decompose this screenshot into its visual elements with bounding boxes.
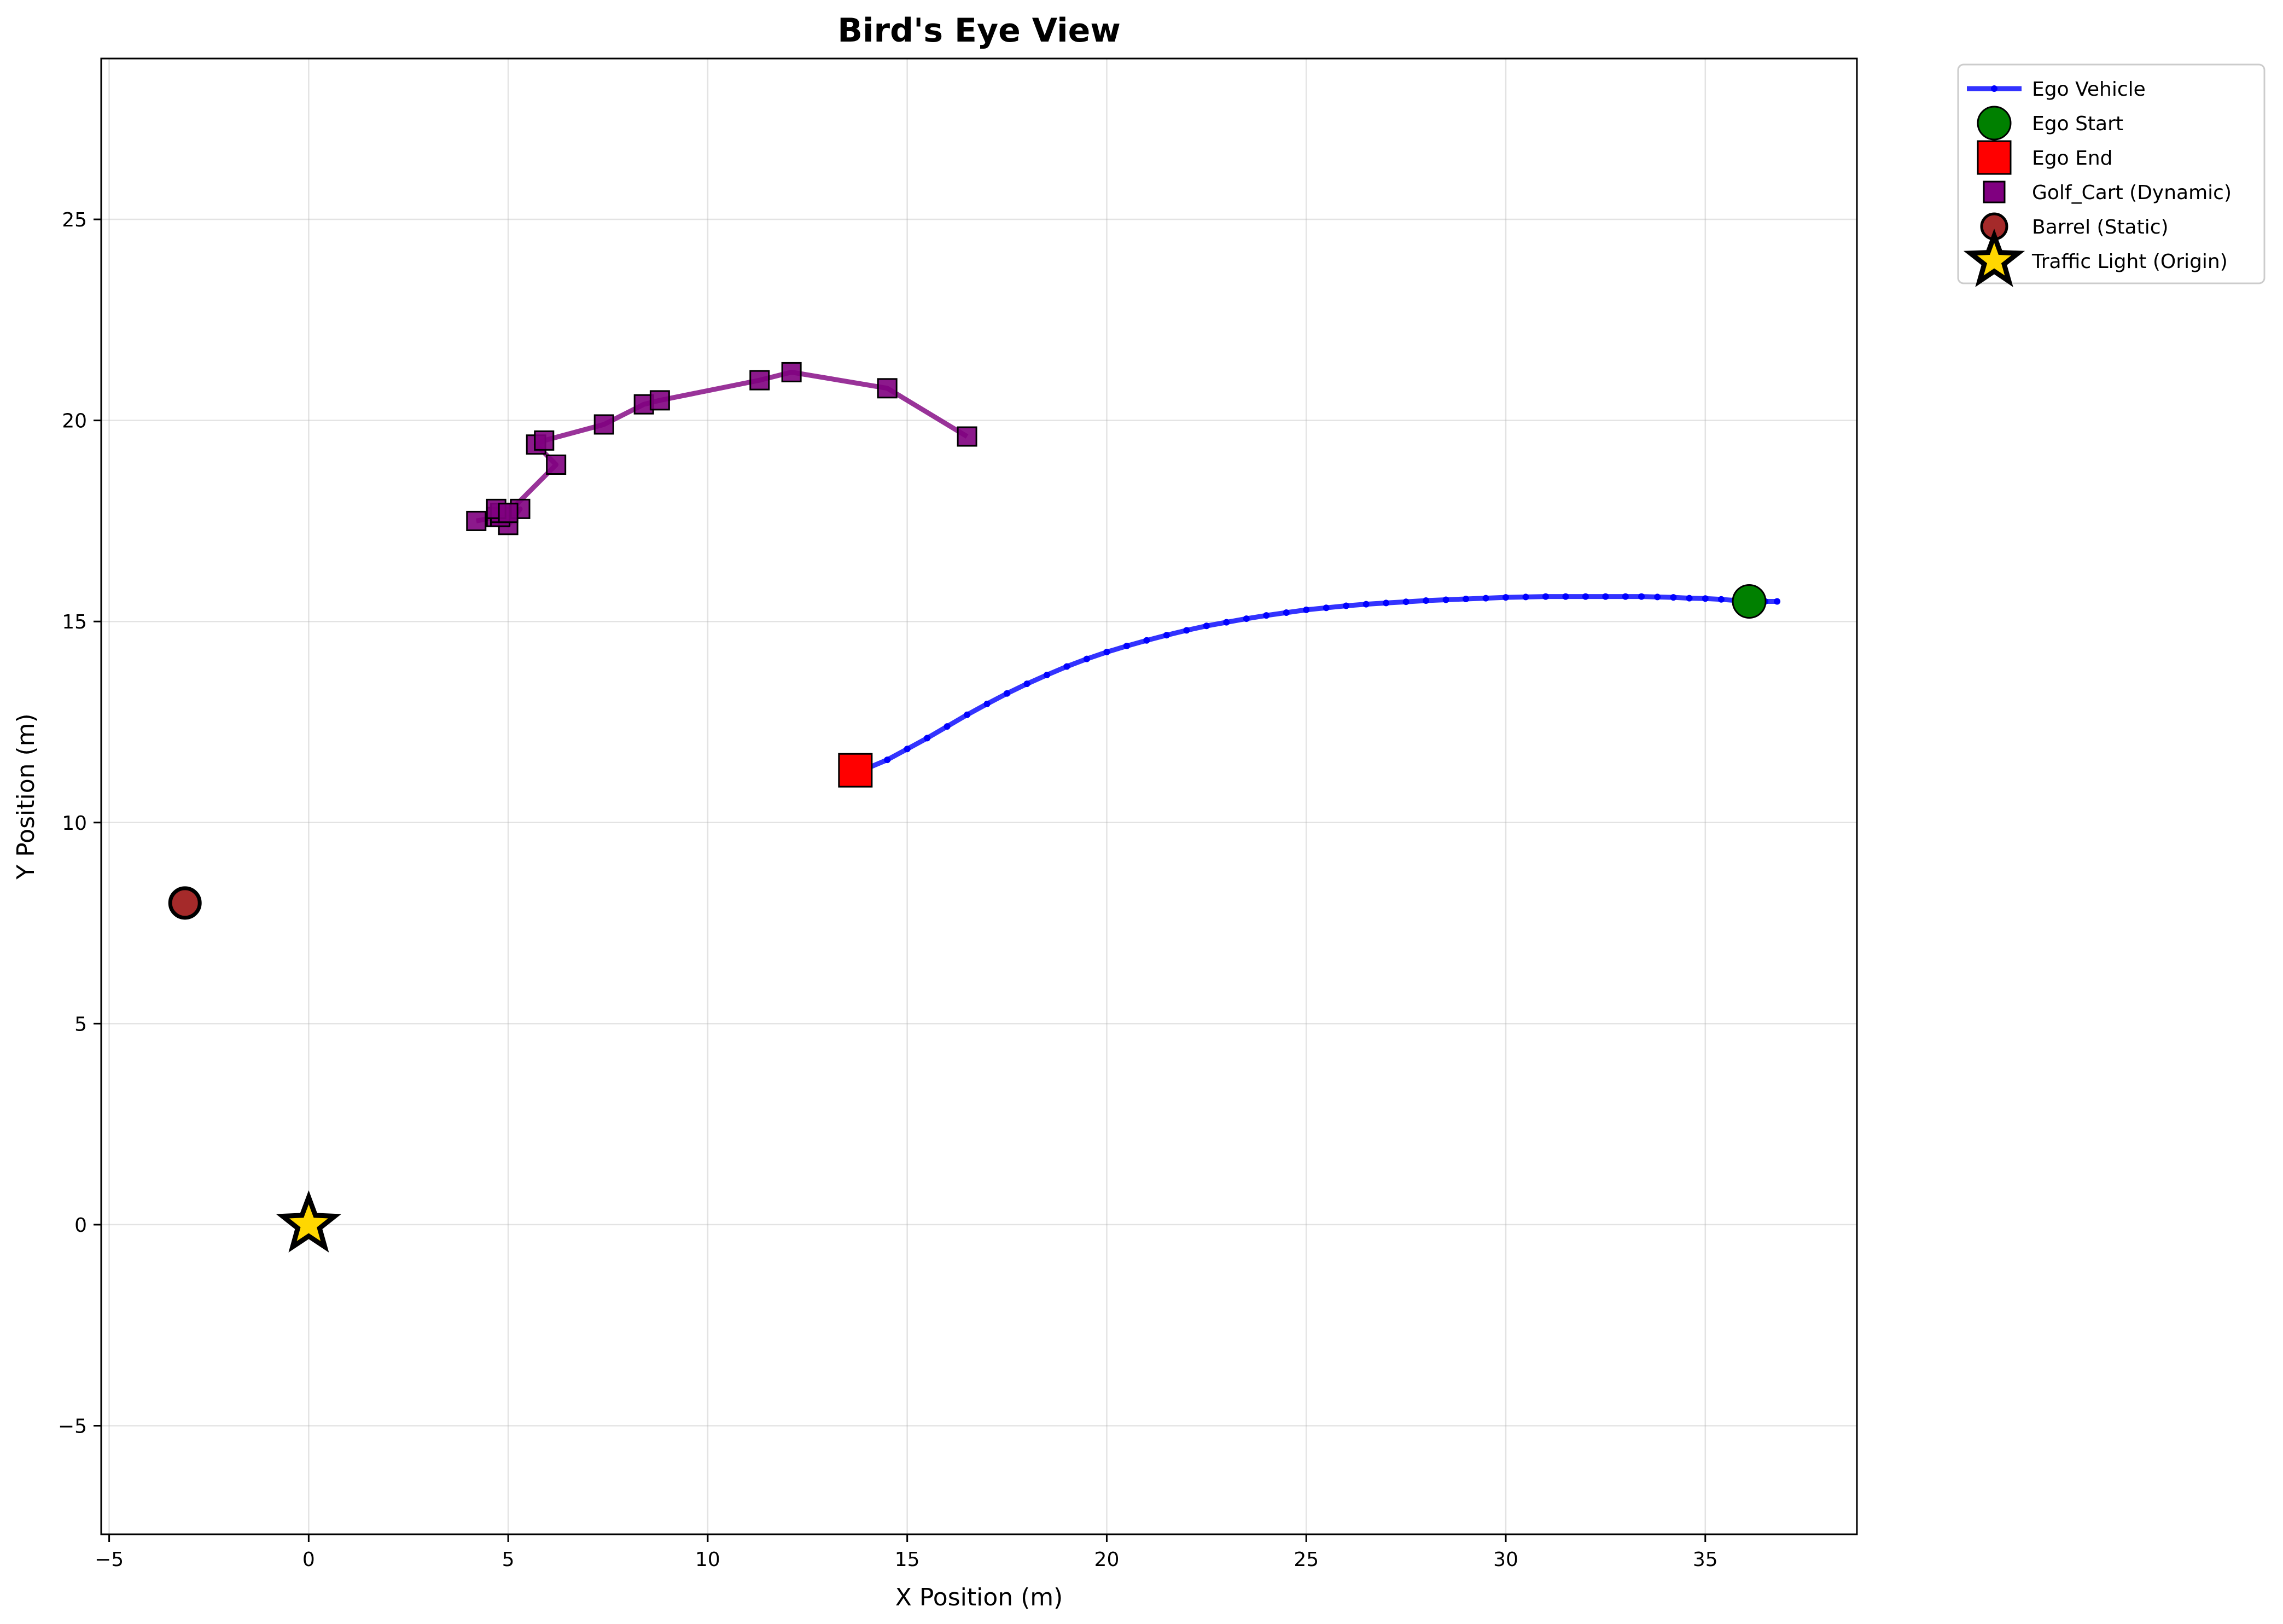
legend-label: Barrel (Static) <box>2032 216 2169 238</box>
y-axis-label: Y Position (m) <box>12 713 40 880</box>
ego-vehicle-point <box>1622 593 1629 600</box>
ego-vehicle-point <box>1103 649 1110 656</box>
ego-vehicle-point <box>1343 602 1350 609</box>
traffic-light-marker <box>276 1190 342 1253</box>
ego-vehicle-point <box>1203 622 1210 630</box>
ego-vehicle-point <box>1383 599 1390 607</box>
axis-ticks: −5 0 5 10 15 20 25 30 35 −5 0 5 10 15 20 25 <box>58 209 1718 1571</box>
legend: Ego Vehicle Ego Start Ego End Golf_Cart (Dy… <box>1957 63 2265 287</box>
ego-vehicle-point <box>1283 609 1290 616</box>
legend-label: Golf_Cart (Dynamic) <box>2032 182 2232 204</box>
legend-icon-golf-cart <box>1983 181 2006 203</box>
barrel-marker <box>168 886 202 920</box>
golf-cart-point <box>546 455 567 475</box>
legend-label: Ego Start <box>2032 113 2123 135</box>
golf-cart-point <box>877 378 898 399</box>
legend-icon-ego-end <box>1977 140 2012 175</box>
ego-vehicle-point <box>1702 595 1709 602</box>
ego-vehicle-point <box>1602 593 1609 600</box>
ego-vehicle-point <box>1123 643 1130 650</box>
ego-vehicle-point <box>1323 604 1330 612</box>
ego-vehicle-point <box>1143 637 1150 644</box>
y-tick-label: 25 <box>62 209 87 231</box>
x-tick-label: 5 <box>502 1549 515 1571</box>
ego-vehicle-point <box>1063 663 1070 670</box>
ego-vehicle-point <box>1163 632 1170 639</box>
x-tick-label: 25 <box>1294 1549 1319 1571</box>
plot-frame <box>100 57 1858 1535</box>
x-tick-label: 15 <box>895 1549 920 1571</box>
legend-label: Ego End <box>2032 147 2112 170</box>
ego-vehicle-point <box>1670 594 1677 601</box>
ego-vehicle-point <box>1542 593 1549 600</box>
golf-cart-point <box>649 390 670 411</box>
x-tick-label: 30 <box>1493 1549 1518 1571</box>
legend-box <box>1957 63 2265 284</box>
ego-vehicle-point <box>1654 593 1661 601</box>
ego-vehicle-point <box>1223 619 1230 626</box>
x-tick-label: 35 <box>1693 1549 1718 1571</box>
ego-vehicle-point <box>1502 594 1509 601</box>
ego-vehicle-point <box>1023 680 1030 688</box>
ego-vehicle-point <box>944 723 951 730</box>
ego-vehicle-point <box>1183 627 1190 634</box>
ego-vehicle-point <box>1083 655 1090 662</box>
ego-vehicle-point <box>1243 615 1250 622</box>
ego-vehicle-point <box>884 756 891 764</box>
y-tick-label: 5 <box>74 1013 87 1035</box>
ego-vehicle-point <box>1638 593 1645 600</box>
golf-cart-point <box>957 426 977 447</box>
ego-vehicle-point <box>1004 690 1011 697</box>
legend-icon-ego-vehicle-point <box>1991 85 1997 92</box>
y-tick-label: −5 <box>58 1416 87 1438</box>
x-tick-label: 0 <box>302 1549 315 1571</box>
ego-vehicle-point <box>983 700 991 707</box>
x-tick-label: 20 <box>1094 1549 1120 1571</box>
ego-vehicle-point <box>1686 595 1693 602</box>
ego-end-marker <box>838 753 873 788</box>
legend-icon-ego-start <box>1977 106 2012 141</box>
x-tick-label: 10 <box>695 1549 720 1571</box>
x-tick-label: −5 <box>95 1549 124 1571</box>
ego-start-marker <box>1732 584 1767 619</box>
legend-label: Traffic Light (Origin) <box>2031 251 2228 273</box>
ego-vehicle-point <box>1263 612 1270 619</box>
ego-vehicle-point <box>1582 593 1589 600</box>
ego-vehicle-point <box>1463 596 1470 603</box>
golf-cart-point <box>466 510 487 531</box>
ego-vehicle-point <box>1717 596 1725 603</box>
ego-vehicle-point <box>1482 595 1489 602</box>
y-tick-label: 15 <box>62 611 87 633</box>
golf-cart-point <box>534 430 555 451</box>
y-tick-label: 10 <box>62 812 87 835</box>
ego-vehicle-point <box>904 746 911 753</box>
legend-icon-traffic-light <box>1963 228 2025 287</box>
golf-cart-point <box>749 370 770 391</box>
series-layer <box>168 362 1781 1253</box>
legend-label: Ego Vehicle <box>2032 78 2146 101</box>
ego-vehicle-point <box>964 711 971 718</box>
ego-vehicle-point <box>1562 593 1569 600</box>
golf-cart-point <box>781 362 802 382</box>
x-axis-label: X Position (m) <box>895 1584 1063 1611</box>
golf-cart-point <box>498 503 519 523</box>
ego-vehicle-point <box>1044 671 1051 678</box>
y-tick-label: 0 <box>74 1214 87 1237</box>
ego-vehicle-point <box>1522 593 1529 601</box>
ego-vehicle-point <box>1303 606 1310 613</box>
chart-title: Bird's Eye View <box>837 11 1121 50</box>
grid <box>101 59 1857 1534</box>
golf-cart-point <box>593 414 614 435</box>
ego-vehicle-point <box>1362 601 1370 608</box>
ego-vehicle-point <box>1423 597 1430 604</box>
ego-vehicle-point <box>924 735 931 742</box>
y-tick-label: 20 <box>62 410 87 433</box>
ego-vehicle-point <box>1774 598 1781 605</box>
ego-vehicle-point <box>1442 596 1449 603</box>
ego-vehicle-point <box>1402 598 1410 606</box>
